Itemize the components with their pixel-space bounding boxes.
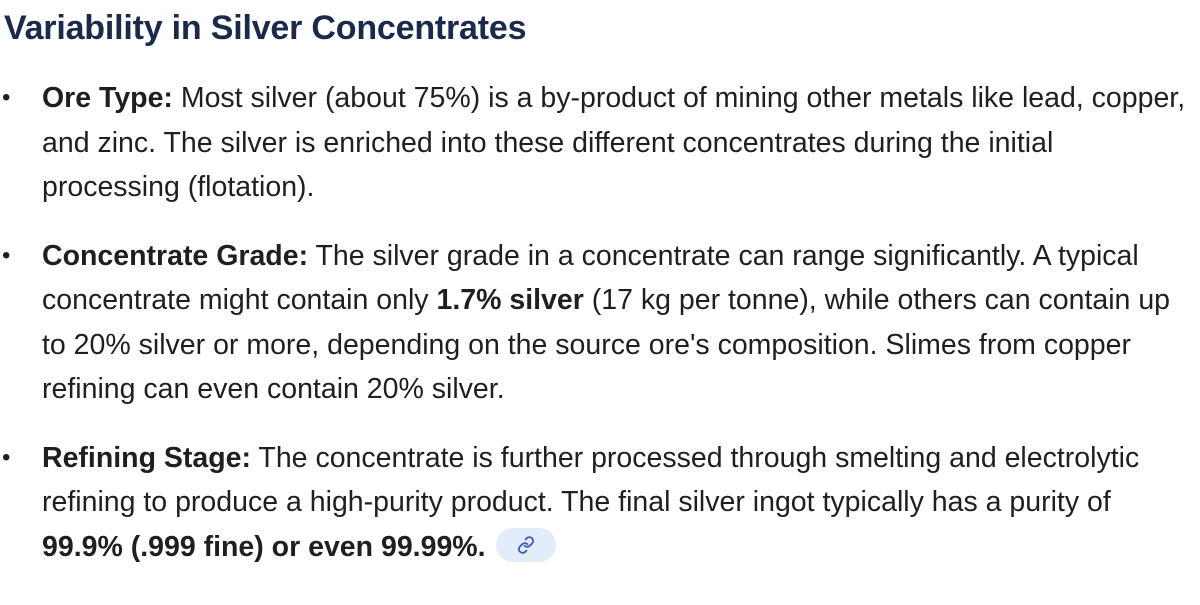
item-text: The concentrate is further processed thr… — [42, 441, 1140, 519]
item-label: Concentrate Grade: — [42, 239, 309, 272]
list-item-ore-type: • Ore Type: Most silver (about 75%) is a… — [0, 76, 1196, 210]
item-text: The silver grade in a concentrate can ra… — [42, 239, 1139, 317]
list-item-refining-stage: • Refining Stage: The concentrate is fur… — [0, 436, 1196, 570]
item-emphasis: 99.9% (.999 fine) or even 99.99%. — [42, 530, 486, 563]
item-text: Most silver (about 75%) is a by-product … — [42, 82, 1186, 203]
list-item-concentrate-grade: • Concentrate Grade: The silver grade in… — [0, 234, 1196, 412]
link-icon — [517, 536, 534, 554]
item-text-continued: (17 kg per tonne), while others can cont… — [42, 284, 1171, 405]
bullet-icon: • — [2, 443, 11, 471]
item-label: Refining Stage: — [42, 441, 252, 474]
page-title: Variability in Silver Concentrates — [4, 9, 527, 47]
bullet-icon: • — [2, 84, 11, 111]
item-emphasis: 1.7% silver — [436, 284, 584, 316]
source-link-chip[interactable] — [495, 527, 556, 562]
item-label: Ore Type: — [42, 82, 173, 114]
bullet-icon: • — [2, 241, 11, 269]
bullet-list: • Ore Type: Most silver (about 75%) is a… — [0, 76, 1196, 569]
